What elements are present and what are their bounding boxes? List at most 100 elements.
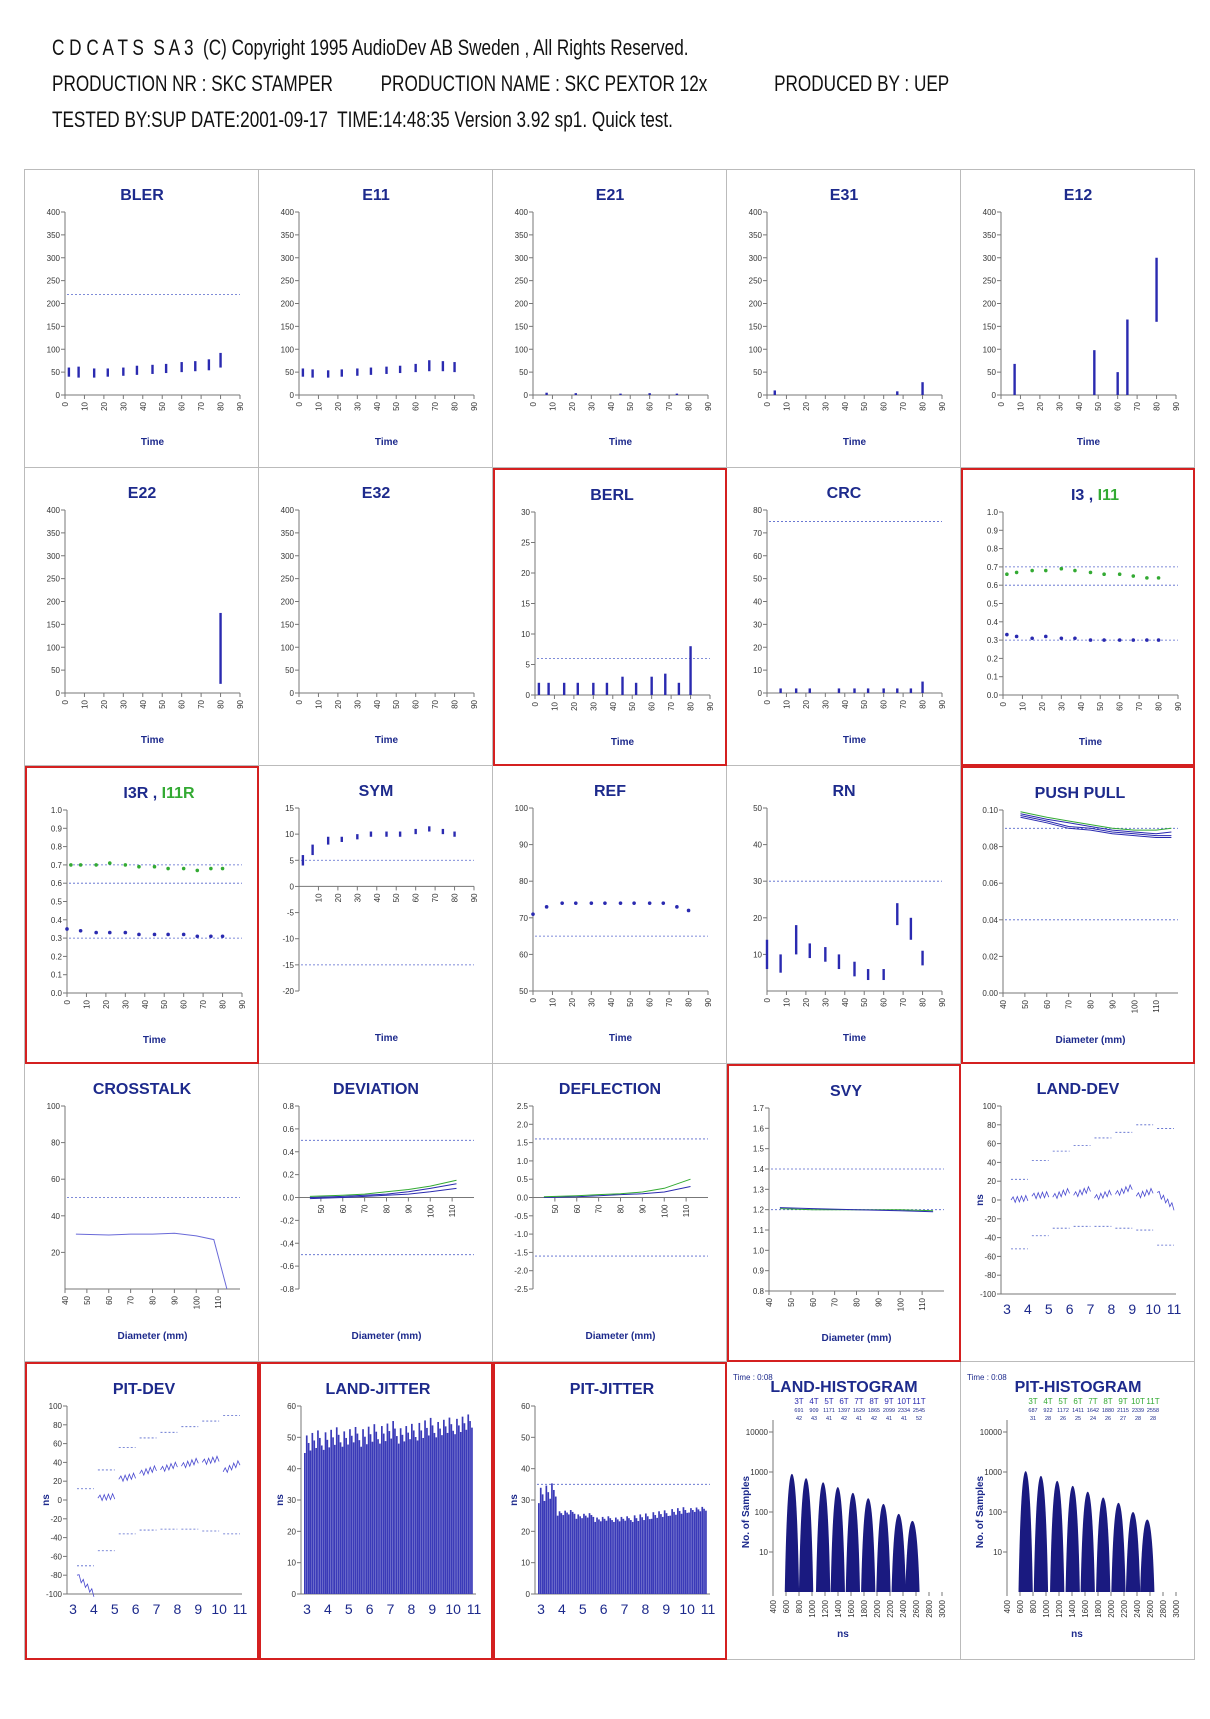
jitter-bar <box>611 1520 613 1594</box>
jitter-bar <box>641 1517 643 1594</box>
series-line <box>1115 1183 1133 1197</box>
category-label: 5 <box>111 1601 119 1617</box>
histogram-peak-count: 28 <box>1150 1416 1156 1422</box>
jitter-bar <box>335 1427 338 1594</box>
chart-title: SVY <box>830 1083 862 1100</box>
y-tick-label: -0.6 <box>280 1262 294 1271</box>
data-mark <box>92 368 96 378</box>
chart-panel-pit-jitter: PIT-JITTER 0 10 20 30 40 50 60 ns 3 4 5 6 7 8 9 10 11 <box>493 1362 727 1660</box>
category-label: 7 <box>153 1601 161 1617</box>
jitter-bar <box>463 1423 466 1594</box>
data-mark <box>356 368 359 376</box>
jitter-bar <box>403 1441 406 1594</box>
chart-panel-svy: SVY 0.8 0.9 1.0 1.1 1.2 1.3 1.4 1.5 1.6 1.7 40 50 60 7… <box>727 1064 961 1362</box>
category-label: 8 <box>407 1601 415 1617</box>
histogram-peak-position: 691 <box>794 1408 803 1414</box>
data-mark <box>1116 372 1119 395</box>
histogram-peak-count: 31 <box>1030 1416 1036 1422</box>
jitter-bar <box>450 1424 453 1594</box>
x-tick-label: 600 <box>782 1599 791 1613</box>
chart-title: E31 <box>830 187 859 204</box>
x-tick-label: 0 <box>763 997 772 1002</box>
data-mark <box>675 393 679 395</box>
x-tick-label: 30 <box>353 401 362 410</box>
series-line <box>1052 1187 1070 1200</box>
histogram-legend-label: 6T <box>1073 1397 1082 1406</box>
y-tick-label: 50 <box>519 987 528 996</box>
histogram-peak <box>1050 1480 1065 1592</box>
y-tick-label: 300 <box>281 552 295 561</box>
y-tick-label: 40 <box>53 1458 62 1467</box>
chart-title: E11 <box>362 187 390 204</box>
y-tick-label: 40 <box>51 1212 60 1221</box>
jitter-bar <box>358 1440 361 1594</box>
data-mark <box>921 382 924 395</box>
y-tick-label: 80 <box>753 506 762 515</box>
histogram-peak <box>891 1513 906 1592</box>
x-tick-label: 90 <box>404 1204 413 1213</box>
x-tick-label: 70 <box>899 401 908 410</box>
jitter-bar <box>405 1426 408 1594</box>
category-label: 3 <box>303 1601 311 1617</box>
y-tick-label: 0.9 <box>51 824 63 833</box>
x-tick-label: 40 <box>141 999 150 1008</box>
x-tick-label: 50 <box>551 1204 560 1213</box>
x-tick-label: 0 <box>295 699 304 704</box>
chart-svg: I3 , I11 0.0 0.1 0.2 0.3 0.4 0.5 0.6 0.7 0.8 0.9 1.… <box>987 487 1183 748</box>
series-line <box>1020 811 1172 831</box>
y-axis-label: ns <box>41 1494 52 1506</box>
x-tick-label: 1600 <box>847 1599 856 1617</box>
jitter-bar <box>539 1487 542 1594</box>
jitter-bar <box>663 1510 666 1594</box>
histogram-legend-label: 10T <box>897 1397 911 1406</box>
jitter-bar <box>317 1430 319 1594</box>
x-tick-label: 90 <box>1172 401 1181 410</box>
x-tick-label: 60 <box>646 997 655 1006</box>
x-tick-label: 80 <box>919 401 928 410</box>
y-tick-label: 50 <box>987 368 996 377</box>
histogram-peak <box>876 1503 891 1592</box>
y-tick-label: 150 <box>983 322 997 331</box>
y-tick-label: -60 <box>984 1252 996 1261</box>
data-mark <box>398 365 402 374</box>
y-tick-label: 0.4 <box>51 916 63 925</box>
data-mark <box>340 369 343 377</box>
x-tick-label: 10 <box>314 401 323 410</box>
jitter-bar <box>373 1424 376 1594</box>
y-tick-label: 0 <box>526 1590 531 1599</box>
jitter-bar <box>703 1508 705 1594</box>
x-tick-label: 30 <box>587 401 596 410</box>
histogram-peak-count: 25 <box>1075 1416 1081 1422</box>
data-point <box>1073 636 1077 641</box>
data-mark <box>122 367 125 376</box>
x-tick-label: 40 <box>765 1297 774 1306</box>
x-tick-label: 10 <box>80 401 89 410</box>
y-tick-label: 20 <box>753 643 762 652</box>
y-tick-label: 40 <box>287 1465 296 1474</box>
histogram-peak-count: 27 <box>1120 1416 1126 1422</box>
y-tick-label: -20 <box>984 1215 996 1224</box>
data-mark <box>794 688 798 693</box>
jitter-bar <box>680 1513 683 1594</box>
x-tick-label: 20 <box>1038 701 1047 710</box>
jitter-bar <box>692 1510 694 1594</box>
category-label: 10 <box>679 1601 695 1617</box>
y-tick-label: 2.5 <box>517 1102 529 1111</box>
histogram-peak-count: 41 <box>856 1416 862 1422</box>
chart-title: E12 <box>1064 187 1093 204</box>
chart-title: PIT-DEV <box>113 1381 176 1398</box>
category-label: 11 <box>233 1601 248 1617</box>
x-tick-label: 90 <box>238 999 247 1008</box>
x-axis-label: Time <box>843 1033 867 1044</box>
x-tick-label: 90 <box>1108 999 1117 1008</box>
y-tick-label: 0.6 <box>283 1125 295 1134</box>
jitter-bar <box>646 1516 649 1594</box>
x-tick-label: 70 <box>197 401 206 410</box>
category-label: 9 <box>1128 1301 1136 1317</box>
category-label: 7 <box>621 1601 629 1617</box>
y-tick-label: 400 <box>281 506 295 515</box>
x-tick-label: 50 <box>626 401 635 410</box>
data-point <box>647 901 652 905</box>
y-tick-label: 10 <box>285 830 294 839</box>
y-tick-label: 400 <box>47 208 61 217</box>
